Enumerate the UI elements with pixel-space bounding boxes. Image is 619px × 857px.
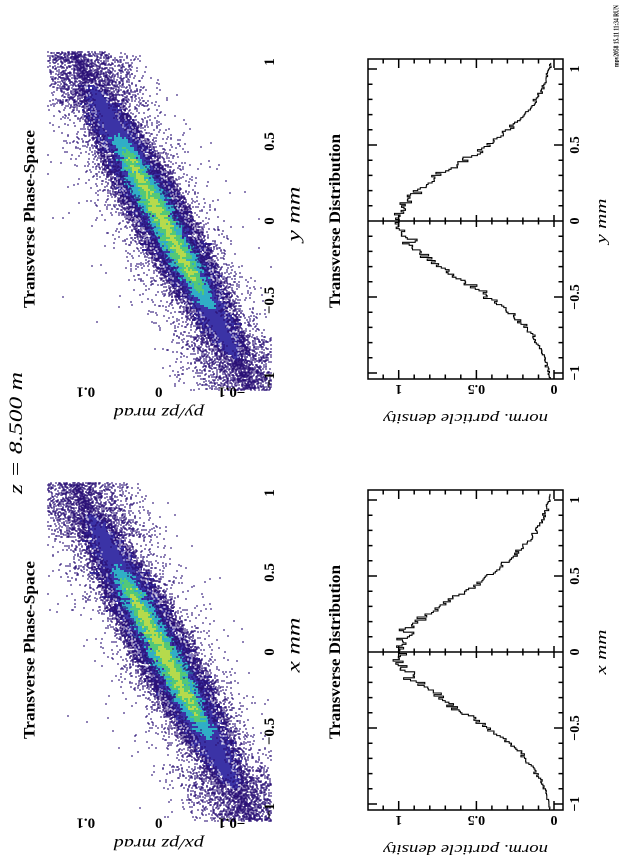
svg-text:−0.5: −0.5 xyxy=(568,715,583,740)
svg-text:−0.1: −0.1 xyxy=(218,384,245,400)
svg-text:1: 1 xyxy=(262,489,278,497)
svg-text:mpy2058 15.11 11:34 RUN: mpy2058 15.11 11:34 RUN xyxy=(612,5,619,67)
svg-text:0.5: 0.5 xyxy=(262,563,278,582)
svg-text:0.5: 0.5 xyxy=(468,812,486,827)
svg-text:norm. particle density: norm. particle density xyxy=(383,410,548,426)
svg-text:1: 1 xyxy=(568,497,583,504)
svg-text:Transverse Distribution: Transverse Distribution xyxy=(327,134,344,308)
svg-text:Transverse Distribution: Transverse Distribution xyxy=(327,565,344,739)
svg-text:y mm: y mm xyxy=(594,199,610,247)
svg-text:0.1: 0.1 xyxy=(76,815,95,831)
svg-text:px/pz mrad: px/pz mrad xyxy=(112,835,205,852)
svg-text:z = 8.500 m: z = 8.500 m xyxy=(7,372,27,495)
svg-text:0: 0 xyxy=(155,815,163,831)
svg-text:0: 0 xyxy=(262,648,278,656)
svg-text:0: 0 xyxy=(568,649,583,656)
svg-text:−0.1: −0.1 xyxy=(218,815,245,831)
svg-text:0: 0 xyxy=(551,812,558,827)
svg-text:1: 1 xyxy=(262,58,278,66)
svg-text:y mm: y mm xyxy=(284,187,304,245)
svg-text:1: 1 xyxy=(568,66,583,73)
svg-text:0.5: 0.5 xyxy=(568,136,583,154)
svg-text:norm. particle density: norm. particle density xyxy=(383,841,548,857)
svg-text:x mm: x mm xyxy=(284,618,304,674)
svg-text:py/pz mrad: py/pz mrad xyxy=(112,404,205,421)
svg-text:1: 1 xyxy=(395,812,402,827)
svg-text:0: 0 xyxy=(155,384,163,400)
svg-text:0: 0 xyxy=(551,381,558,396)
svg-text:−1: −1 xyxy=(568,366,583,381)
svg-text:−0.5: −0.5 xyxy=(262,718,278,745)
svg-text:x mm: x mm xyxy=(594,630,610,676)
svg-text:−1: −1 xyxy=(262,803,278,819)
svg-text:0.5: 0.5 xyxy=(262,132,278,151)
svg-text:−0.5: −0.5 xyxy=(262,287,278,314)
svg-text:−0.5: −0.5 xyxy=(568,284,583,309)
svg-text:1: 1 xyxy=(395,381,402,396)
svg-text:−1: −1 xyxy=(568,797,583,812)
svg-text:0.5: 0.5 xyxy=(568,567,583,585)
svg-text:Transverse Phase-Space: Transverse Phase-Space xyxy=(22,561,39,739)
svg-text:0: 0 xyxy=(568,218,583,225)
svg-text:0.1: 0.1 xyxy=(76,384,95,400)
svg-text:Transverse Phase-Space: Transverse Phase-Space xyxy=(22,130,39,308)
svg-text:0.5: 0.5 xyxy=(468,381,486,396)
svg-text:0: 0 xyxy=(262,217,278,225)
svg-text:−1: −1 xyxy=(262,372,278,388)
